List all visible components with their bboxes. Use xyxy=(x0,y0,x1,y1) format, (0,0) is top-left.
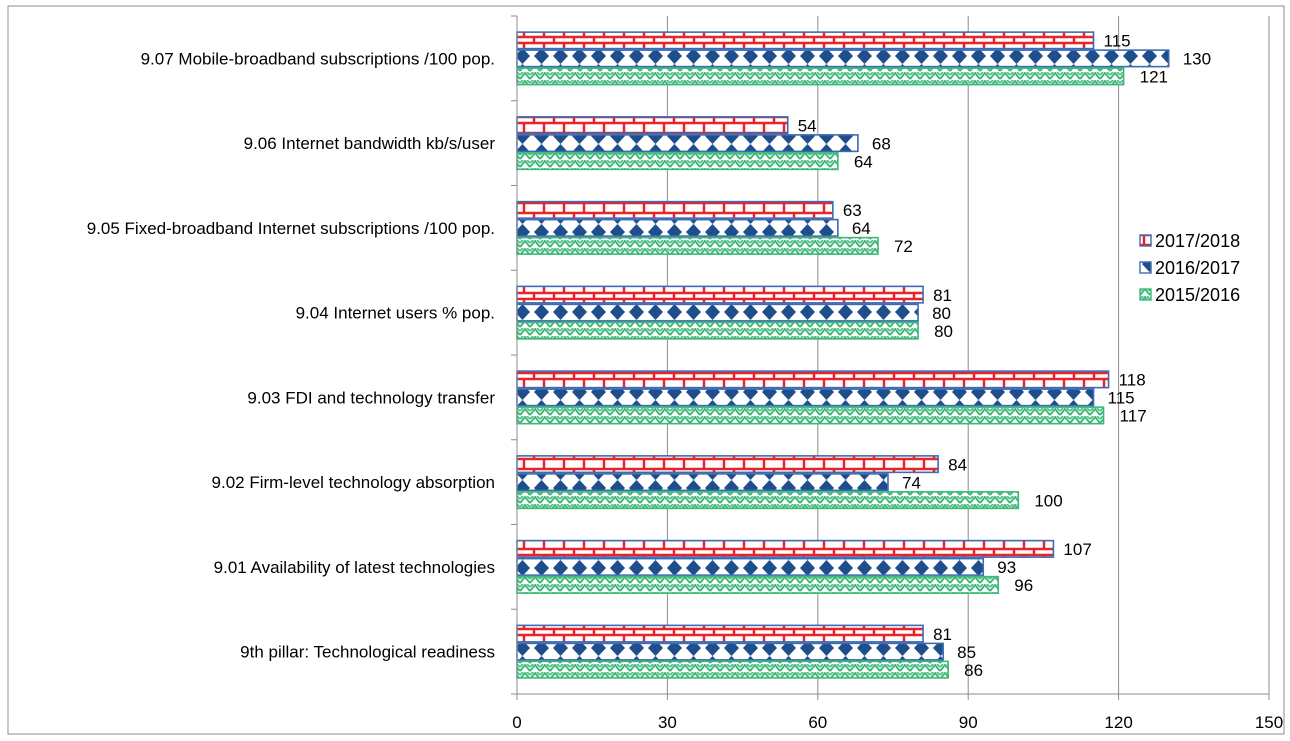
data-labels: 1151301215468646364728180801181151178474… xyxy=(798,32,1211,680)
x-tick-label: 0 xyxy=(512,713,521,732)
legend-swatch xyxy=(1139,288,1152,301)
data-label: 74 xyxy=(902,473,921,492)
data-label: 86 xyxy=(964,661,983,680)
bar-2016-2017 xyxy=(516,303,919,322)
data-label: 118 xyxy=(1119,371,1146,390)
axes: 0 30 60 90 120 150 9.07 Mobile-broadband subsc… xyxy=(87,15,1283,732)
bar-2017-2018 xyxy=(516,285,924,304)
data-label: 107 xyxy=(1063,540,1091,559)
data-label: 100 xyxy=(1034,491,1062,510)
x-tick-label: 120 xyxy=(1104,713,1132,732)
bar-2016-2017 xyxy=(516,557,985,576)
data-label: 64 xyxy=(854,152,873,171)
data-label: 80 xyxy=(934,322,953,341)
y-tick-label: 9.05 Fixed-broadband Internet subscripti… xyxy=(87,219,495,238)
bar-2017-2018 xyxy=(516,624,924,643)
bar-2015-2016 xyxy=(516,406,1105,425)
y-tick-label: 9.07 Mobile-broadband subscriptions /100… xyxy=(141,49,495,68)
bar-2015-2016 xyxy=(516,67,1125,86)
data-label: 54 xyxy=(798,116,817,135)
y-tick-label: 9.03 FDI and technology transfer xyxy=(247,388,495,407)
y-tick-label: 9.01 Availability of latest technologies xyxy=(214,558,495,577)
legend-label: 2017/2018 xyxy=(1155,231,1240,251)
y-tick-label: 9.04 Internet users % pop. xyxy=(296,304,495,323)
data-label: 84 xyxy=(948,455,967,474)
y-tick-label: 9.06 Internet bandwidth kb/s/user xyxy=(244,134,496,153)
bar-2017-2018 xyxy=(516,200,834,219)
data-label: 115 xyxy=(1108,389,1135,408)
bar-2017-2018 xyxy=(516,31,1095,50)
chart-border xyxy=(7,5,1285,735)
bar-2016-2017 xyxy=(516,642,944,661)
legend-label: 2015/2016 xyxy=(1155,285,1240,305)
x-tick-label: 150 xyxy=(1255,713,1283,732)
bar-2015-2016 xyxy=(516,152,839,171)
data-label: 85 xyxy=(957,643,976,662)
bar-2017-2018 xyxy=(516,370,1110,389)
y-tick-label: 9th pillar: Technological readiness xyxy=(240,643,495,662)
x-tick-label: 60 xyxy=(808,713,827,732)
bar-2017-2018 xyxy=(516,539,1055,558)
x-tick-label: 30 xyxy=(658,713,677,732)
x-tick-label: 90 xyxy=(959,713,978,732)
bar-2016-2017 xyxy=(516,388,1095,407)
data-label: 93 xyxy=(997,558,1016,577)
data-label: 64 xyxy=(852,219,871,238)
bar-2016-2017 xyxy=(516,49,1170,68)
data-label: 96 xyxy=(1014,576,1033,595)
bar-2016-2017 xyxy=(516,134,859,153)
data-label: 121 xyxy=(1140,68,1168,87)
bar-2016-2017 xyxy=(516,218,839,237)
data-label: 80 xyxy=(932,304,951,323)
legend: 2017/2018 2016/2017 2015/2016 xyxy=(1139,231,1240,305)
bars xyxy=(516,31,1170,679)
legend-swatch xyxy=(1139,234,1152,247)
data-label: 117 xyxy=(1120,407,1147,426)
bar-2015-2016 xyxy=(516,660,949,679)
data-label: 72 xyxy=(894,237,913,256)
bar-2017-2018 xyxy=(516,455,939,474)
bar-2015-2016 xyxy=(516,575,1000,594)
data-label: 81 xyxy=(933,625,952,644)
y-tick-label: 9.02 Firm-level technology absorption xyxy=(212,473,495,492)
data-label: 81 xyxy=(933,286,952,305)
legend-swatch xyxy=(1139,261,1152,274)
data-label: 68 xyxy=(872,134,891,153)
bar-2015-2016 xyxy=(516,236,879,255)
bar-2016-2017 xyxy=(516,473,889,492)
legend-label: 2016/2017 xyxy=(1155,258,1240,278)
data-label: 63 xyxy=(843,201,862,220)
bar-2015-2016 xyxy=(516,491,1020,510)
data-label: 130 xyxy=(1183,50,1211,69)
data-label: 115 xyxy=(1104,32,1131,51)
bar-2017-2018 xyxy=(516,116,789,135)
bar-2015-2016 xyxy=(516,321,919,340)
